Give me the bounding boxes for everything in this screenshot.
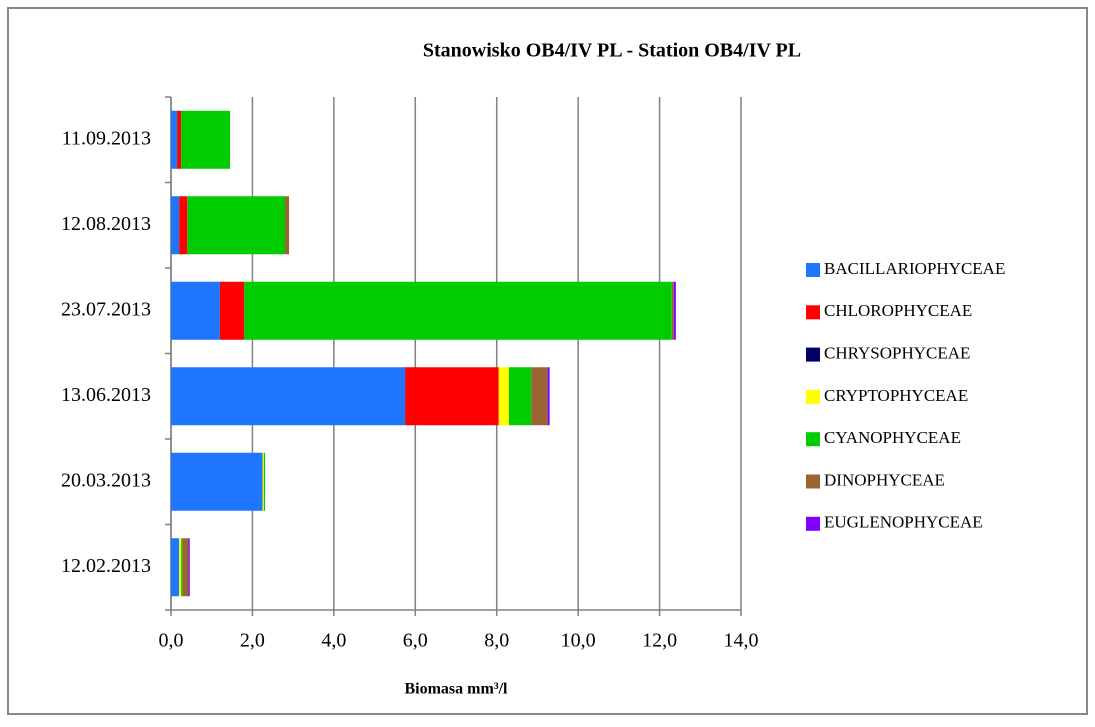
bar-segment	[405, 367, 499, 426]
bar-segment	[531, 367, 548, 426]
bar-segment	[188, 538, 190, 597]
y-tick-label: 11.09.2013	[62, 127, 151, 149]
chart-title: Stanowisko OB4/IV PL - Station OB4/IV PL	[423, 40, 801, 62]
bar-segment	[181, 538, 183, 597]
legend-label: BACILLARIOPHYCEAE	[824, 259, 1005, 278]
legend-label: CHLOROPHYCEAE	[824, 301, 972, 320]
legend-swatch	[806, 347, 820, 362]
legend-label: CYANOPHYCEAE	[824, 428, 961, 447]
bar-segment	[181, 110, 231, 169]
bar-segment	[673, 281, 676, 340]
x-axis-label: Biomasa mm³/l	[404, 681, 508, 698]
bar-segment	[508, 367, 532, 426]
bar-segment	[285, 196, 290, 255]
legend-label: CHRYSOPHYCEAE	[824, 344, 970, 363]
legend-label: CRYPTOPHYCEAE	[824, 386, 968, 405]
bar-segment	[179, 196, 188, 255]
y-tick-label: 12.08.2013	[61, 213, 151, 235]
legend-swatch	[806, 263, 820, 277]
legend-label: EUGLENOPHYCEAE	[824, 513, 983, 532]
bar-segment	[262, 452, 264, 511]
x-tick-label: 2,0	[240, 630, 265, 652]
bar-segment	[498, 367, 509, 426]
legend-label: DINOPHYCEAE	[824, 470, 945, 489]
bar-segment	[187, 196, 285, 255]
bar-segment	[182, 538, 189, 597]
x-tick-label: 10,0	[561, 630, 596, 652]
bar-segment	[671, 281, 674, 340]
bar-segment	[171, 196, 180, 255]
x-tick-label: 8,0	[484, 630, 509, 652]
bar-segment	[244, 281, 672, 340]
legend-swatch	[806, 432, 820, 447]
x-tick-label: 12,0	[642, 630, 677, 652]
bar-segment	[177, 110, 182, 169]
bar-segment	[171, 538, 180, 597]
bar-segment	[219, 281, 245, 340]
bar-segment	[263, 452, 266, 511]
legend-swatch	[806, 474, 820, 489]
bar-segment	[547, 367, 550, 426]
x-tick-label: 4,0	[321, 630, 346, 652]
legend-swatch	[806, 389, 820, 404]
y-tick-label: 13.06.2013	[61, 384, 151, 406]
bar-segment	[171, 281, 220, 340]
bar-segment	[171, 367, 406, 426]
y-tick-label: 23.07.2013	[61, 298, 151, 320]
legend-swatch	[806, 305, 820, 320]
bar-segment	[171, 110, 178, 169]
legend-swatch	[806, 516, 820, 531]
y-tick-label: 20.03.2013	[61, 469, 151, 491]
x-tick-label: 0,0	[159, 630, 184, 652]
x-tick-label: 6,0	[403, 630, 428, 652]
y-tick-label: 12.02.2013	[61, 555, 151, 577]
bar-segment	[179, 538, 182, 597]
bar-segment	[171, 452, 263, 511]
x-tick-label: 14,0	[724, 630, 759, 652]
